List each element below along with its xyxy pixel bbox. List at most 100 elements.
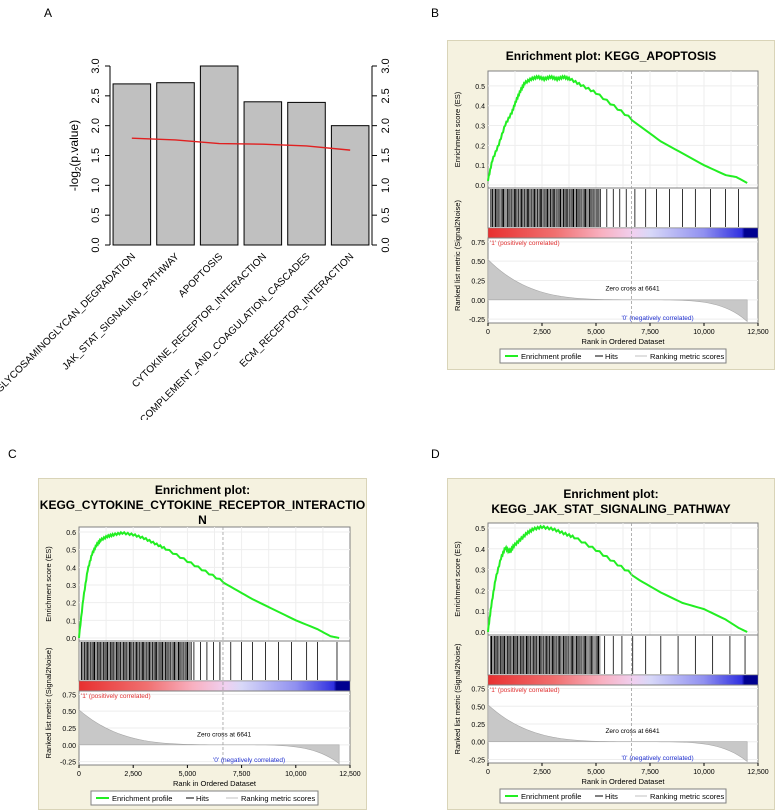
y-tick-label-left: 0.5 bbox=[90, 208, 102, 223]
y-tick-label-right: 1.0 bbox=[380, 178, 392, 193]
x-tick-label: 7,500 bbox=[641, 769, 659, 776]
es-tick-label: 0.2 bbox=[66, 601, 76, 608]
es-tick-label: 0.5 bbox=[475, 84, 485, 91]
zero-cross-label: Zero cross at 6641 bbox=[197, 732, 252, 739]
y-tick-label-left: 0.0 bbox=[90, 237, 102, 252]
legend-box bbox=[499, 788, 727, 804]
ranking-colorbar bbox=[78, 680, 351, 692]
es-tick-label: 0.1 bbox=[475, 163, 485, 170]
hits-area bbox=[487, 187, 759, 229]
x-tick-label: 12,500 bbox=[339, 771, 361, 778]
gsea-panel-b: Enrichment plot: KEGG_APOPTOSIS 0.0 0.1 0.… bbox=[447, 40, 775, 370]
hits-area bbox=[78, 640, 351, 682]
metric-tick-label: 0.00 bbox=[471, 740, 485, 747]
y-tick-label-right: 2.5 bbox=[380, 88, 392, 103]
es-tick-label: 0.1 bbox=[475, 609, 485, 616]
es-tick-label: 0.5 bbox=[475, 526, 485, 533]
negative-label: '0' (negatively correlated) bbox=[621, 755, 693, 762]
x-tick-label: 10,000 bbox=[693, 769, 715, 776]
y-axis-label-sub: 2 bbox=[74, 166, 83, 171]
es-tick-label: 0.3 bbox=[66, 583, 76, 590]
x-tick-label: 0 bbox=[486, 329, 490, 336]
legend-label-hits: Hits bbox=[605, 792, 618, 801]
legend-label-metric: Ranking metric scores bbox=[650, 352, 724, 361]
es-tick-label: 0.0 bbox=[475, 183, 485, 190]
legend-label-metric: Ranking metric scores bbox=[650, 792, 724, 801]
x-axis-label: Rank in Ordered Dataset bbox=[173, 779, 257, 788]
panel-letter-b: B bbox=[431, 6, 440, 20]
enrichment-profile-line bbox=[487, 74, 748, 184]
x-tick-label: 10,000 bbox=[285, 771, 307, 778]
metric-tick-label: 0.75 bbox=[471, 687, 485, 694]
bar bbox=[199, 65, 239, 246]
bar bbox=[287, 101, 326, 246]
gsea-title-line: KEGG_JAK_STAT_SIGNALING_PATHWAY bbox=[491, 502, 731, 516]
positive-label: '1' (positively correlated) bbox=[490, 687, 560, 694]
legend-label-profile: Enrichment profile bbox=[521, 792, 581, 801]
metric-tick-label: -0.25 bbox=[60, 760, 76, 767]
metric-tick-label: -0.25 bbox=[469, 757, 485, 764]
es-tick-label: 0.2 bbox=[475, 588, 485, 595]
legend-label-profile: Enrichment profile bbox=[521, 352, 581, 361]
negative-label: '0' (negatively correlated) bbox=[621, 315, 693, 322]
y-axis-label: -log2(p.value) bbox=[67, 120, 83, 191]
ranking-metric-area bbox=[78, 709, 340, 765]
x-tick-label: 2,500 bbox=[533, 769, 551, 776]
metric-tick-label: 0.75 bbox=[471, 240, 485, 247]
panel-letter-c: C bbox=[8, 447, 17, 461]
es-tick-label: 0.3 bbox=[475, 124, 485, 131]
es-tick-label: 0.4 bbox=[66, 565, 76, 572]
metric-tick-label: 0.50 bbox=[62, 709, 76, 716]
bar bbox=[112, 83, 152, 246]
x-tick-label: 2,500 bbox=[533, 329, 551, 336]
x-tick-label: 12,500 bbox=[747, 769, 769, 776]
metric-tick-label: 0.25 bbox=[62, 726, 76, 733]
gsea-title-line: N bbox=[198, 513, 207, 527]
y-tick-label-left: 1.5 bbox=[90, 148, 102, 163]
y-tick-label-left: 2.5 bbox=[90, 88, 102, 103]
es-tick-label: 0.0 bbox=[475, 630, 485, 637]
bar bbox=[156, 82, 195, 246]
enrichment-profile-line bbox=[487, 524, 748, 633]
gsea-panel-d: Enrichment plot: KEGG_JAK_STAT_SIGNALING… bbox=[447, 478, 775, 810]
metric-tick-label: 0.75 bbox=[62, 692, 76, 699]
es-tick-label: 0.2 bbox=[475, 143, 485, 150]
metric-tick-label: 0.00 bbox=[62, 743, 76, 750]
legend-label-metric: Ranking metric scores bbox=[241, 794, 315, 803]
gsea-title-line: KEGG_CYTOKINE_CYTOKINE_RECEPTOR_INTERACT… bbox=[39, 498, 366, 512]
x-tick-label: 10,000 bbox=[693, 329, 715, 336]
x-axis-label: Rank in Ordered Dataset bbox=[582, 777, 666, 786]
gsea-title-b: Enrichment plot: KEGG_APOPTOSIS bbox=[448, 49, 774, 64]
es-tick-label: 0.0 bbox=[66, 636, 76, 643]
y-tick-label-right: 2.0 bbox=[380, 118, 392, 133]
es-tick-label: 0.1 bbox=[66, 618, 76, 625]
y-tick-label-right: 3.0 bbox=[380, 58, 392, 73]
es-tick-label: 0.5 bbox=[66, 548, 76, 555]
zero-cross-label: Zero cross at 6641 bbox=[605, 728, 660, 735]
x-tick-label: 5,000 bbox=[179, 771, 197, 778]
metric-axis-label: Ranked list metric (Signal2Noise) bbox=[44, 647, 53, 758]
metric-tick-label: 0.25 bbox=[471, 279, 485, 286]
ranking-colorbar bbox=[487, 674, 759, 686]
trend-line bbox=[131, 137, 351, 151]
x-tick-label: 5,000 bbox=[587, 769, 605, 776]
zero-cross-label: Zero cross at 6641 bbox=[605, 286, 660, 293]
gsea-title-d: Enrichment plot: KEGG_JAK_STAT_SIGNALING… bbox=[448, 487, 774, 517]
gsea-svg-c: 0.0 0.1 0.2 0.3 0.4 0.5 0.6 Enrichment score (E… bbox=[44, 526, 361, 806]
es-tick-label: 0.4 bbox=[475, 104, 485, 111]
metric-tick-label: 0.00 bbox=[471, 298, 485, 305]
ranking-metric-area bbox=[487, 704, 748, 763]
metric-tick-label: -0.25 bbox=[469, 317, 485, 324]
y-tick-label-right: 1.5 bbox=[380, 148, 392, 163]
y-tick-label-left: 2.0 bbox=[90, 118, 102, 133]
es-tick-label: 0.6 bbox=[66, 530, 76, 537]
bar-chart-a: 0.0 0.0 0.5 0.5 1.0 1.0 1.5 1.5 2.0 2.0 2.5 2.5 3.0 3… bbox=[0, 58, 392, 420]
metric-axis-label: Ranked list metric (Signal2Noise) bbox=[453, 643, 462, 754]
gsea-title-line: Enrichment plot: bbox=[563, 487, 659, 501]
es-tick-label: 0.3 bbox=[475, 568, 485, 575]
y-tick-label-left: 3.0 bbox=[90, 58, 102, 73]
x-tick-label: 0 bbox=[486, 769, 490, 776]
legend-box bbox=[499, 348, 727, 364]
y-tick-label-right: 0.0 bbox=[380, 237, 392, 252]
x-tick-label: 7,500 bbox=[641, 329, 659, 336]
